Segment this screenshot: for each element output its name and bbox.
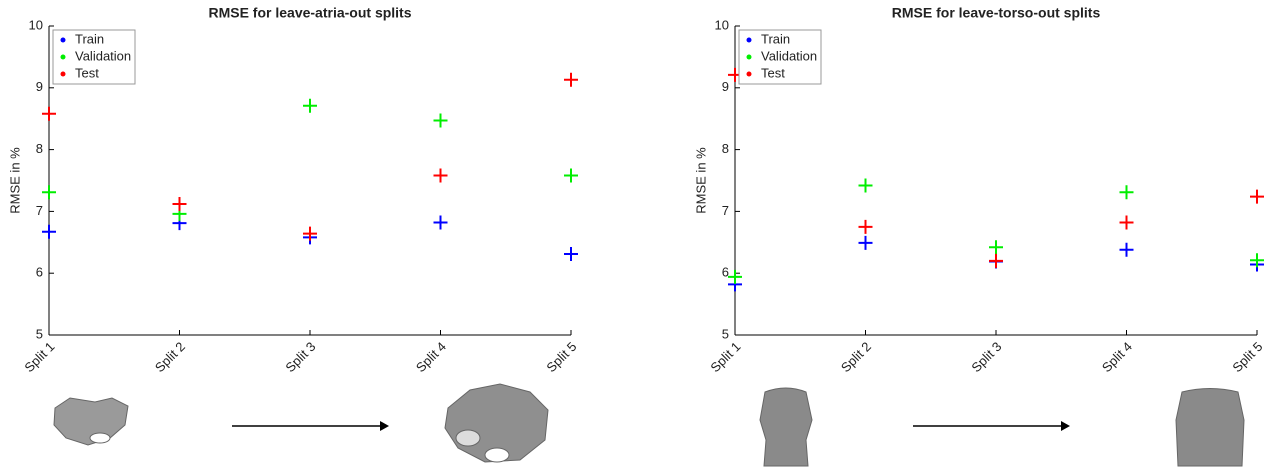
legend-marker <box>61 72 66 77</box>
point <box>859 178 873 192</box>
point <box>434 114 448 128</box>
chart-title: RMSE for leave-torso-out splits <box>892 5 1101 21</box>
y-tick-label: 10 <box>715 17 729 32</box>
legend-marker <box>747 72 752 77</box>
y-tick-label: 10 <box>29 17 43 32</box>
legend-label: Test <box>75 65 99 80</box>
point <box>42 225 56 239</box>
arrow-head <box>380 421 389 431</box>
y-tick-label: 9 <box>36 79 43 94</box>
legend-marker <box>61 38 66 43</box>
x-tick-label: Split 4 <box>1099 339 1135 375</box>
figure: RMSE for leave-atria-out splits RMSE in %… <box>0 0 1269 471</box>
x-tick-label: Split 5 <box>1229 339 1265 375</box>
y-axis-label: RMSE in % <box>7 147 22 214</box>
x-tick-label: Split 4 <box>413 339 449 375</box>
y-tick-label: 9 <box>722 79 729 94</box>
point <box>1120 216 1134 230</box>
legend-label: Validation <box>75 48 131 63</box>
atria-large <box>445 384 548 462</box>
point <box>989 254 1003 268</box>
torso-large <box>1176 389 1244 467</box>
y-tick-label: 6 <box>36 265 43 280</box>
point <box>564 73 578 87</box>
point <box>1250 190 1264 204</box>
legend-marker <box>747 55 752 60</box>
point <box>564 169 578 183</box>
torso-small <box>760 388 812 466</box>
y-tick-label: 8 <box>722 141 729 156</box>
x-tick-label: Split 3 <box>282 339 318 375</box>
point <box>564 247 578 261</box>
legend-label: Validation <box>761 48 817 63</box>
point <box>1120 185 1134 199</box>
x-tick-label: Split 1 <box>707 339 743 375</box>
y-tick-label: 5 <box>722 326 729 341</box>
point <box>859 220 873 234</box>
y-tick-label: 6 <box>722 265 729 280</box>
x-tick-label: Split 3 <box>968 339 1004 375</box>
legend-marker <box>747 38 752 43</box>
x-tick-label: Split 2 <box>838 339 874 375</box>
x-tick-label: Split 1 <box>21 339 57 375</box>
legend-marker <box>61 55 66 60</box>
x-tick-label: Split 5 <box>543 339 579 375</box>
legend-label: Test <box>761 65 785 80</box>
point <box>1120 243 1134 257</box>
y-tick-label: 7 <box>722 203 729 218</box>
point <box>42 107 56 121</box>
point <box>303 227 317 241</box>
point <box>434 216 448 230</box>
y-tick-label: 8 <box>36 141 43 156</box>
legend-label: Train <box>761 31 790 46</box>
point <box>303 99 317 113</box>
point <box>728 270 742 284</box>
point <box>434 169 448 183</box>
y-tick-label: 5 <box>36 326 43 341</box>
atria-small <box>54 398 128 445</box>
point <box>989 240 1003 254</box>
y-axis-label: RMSE in % <box>693 147 708 214</box>
point <box>173 197 187 211</box>
legend-label: Train <box>75 31 104 46</box>
x-tick-label: Split 2 <box>152 339 188 375</box>
y-tick-label: 7 <box>36 203 43 218</box>
arrow-head <box>1061 421 1070 431</box>
point <box>859 236 873 250</box>
point <box>42 185 56 199</box>
chart-title: RMSE for leave-atria-out splits <box>208 5 411 21</box>
